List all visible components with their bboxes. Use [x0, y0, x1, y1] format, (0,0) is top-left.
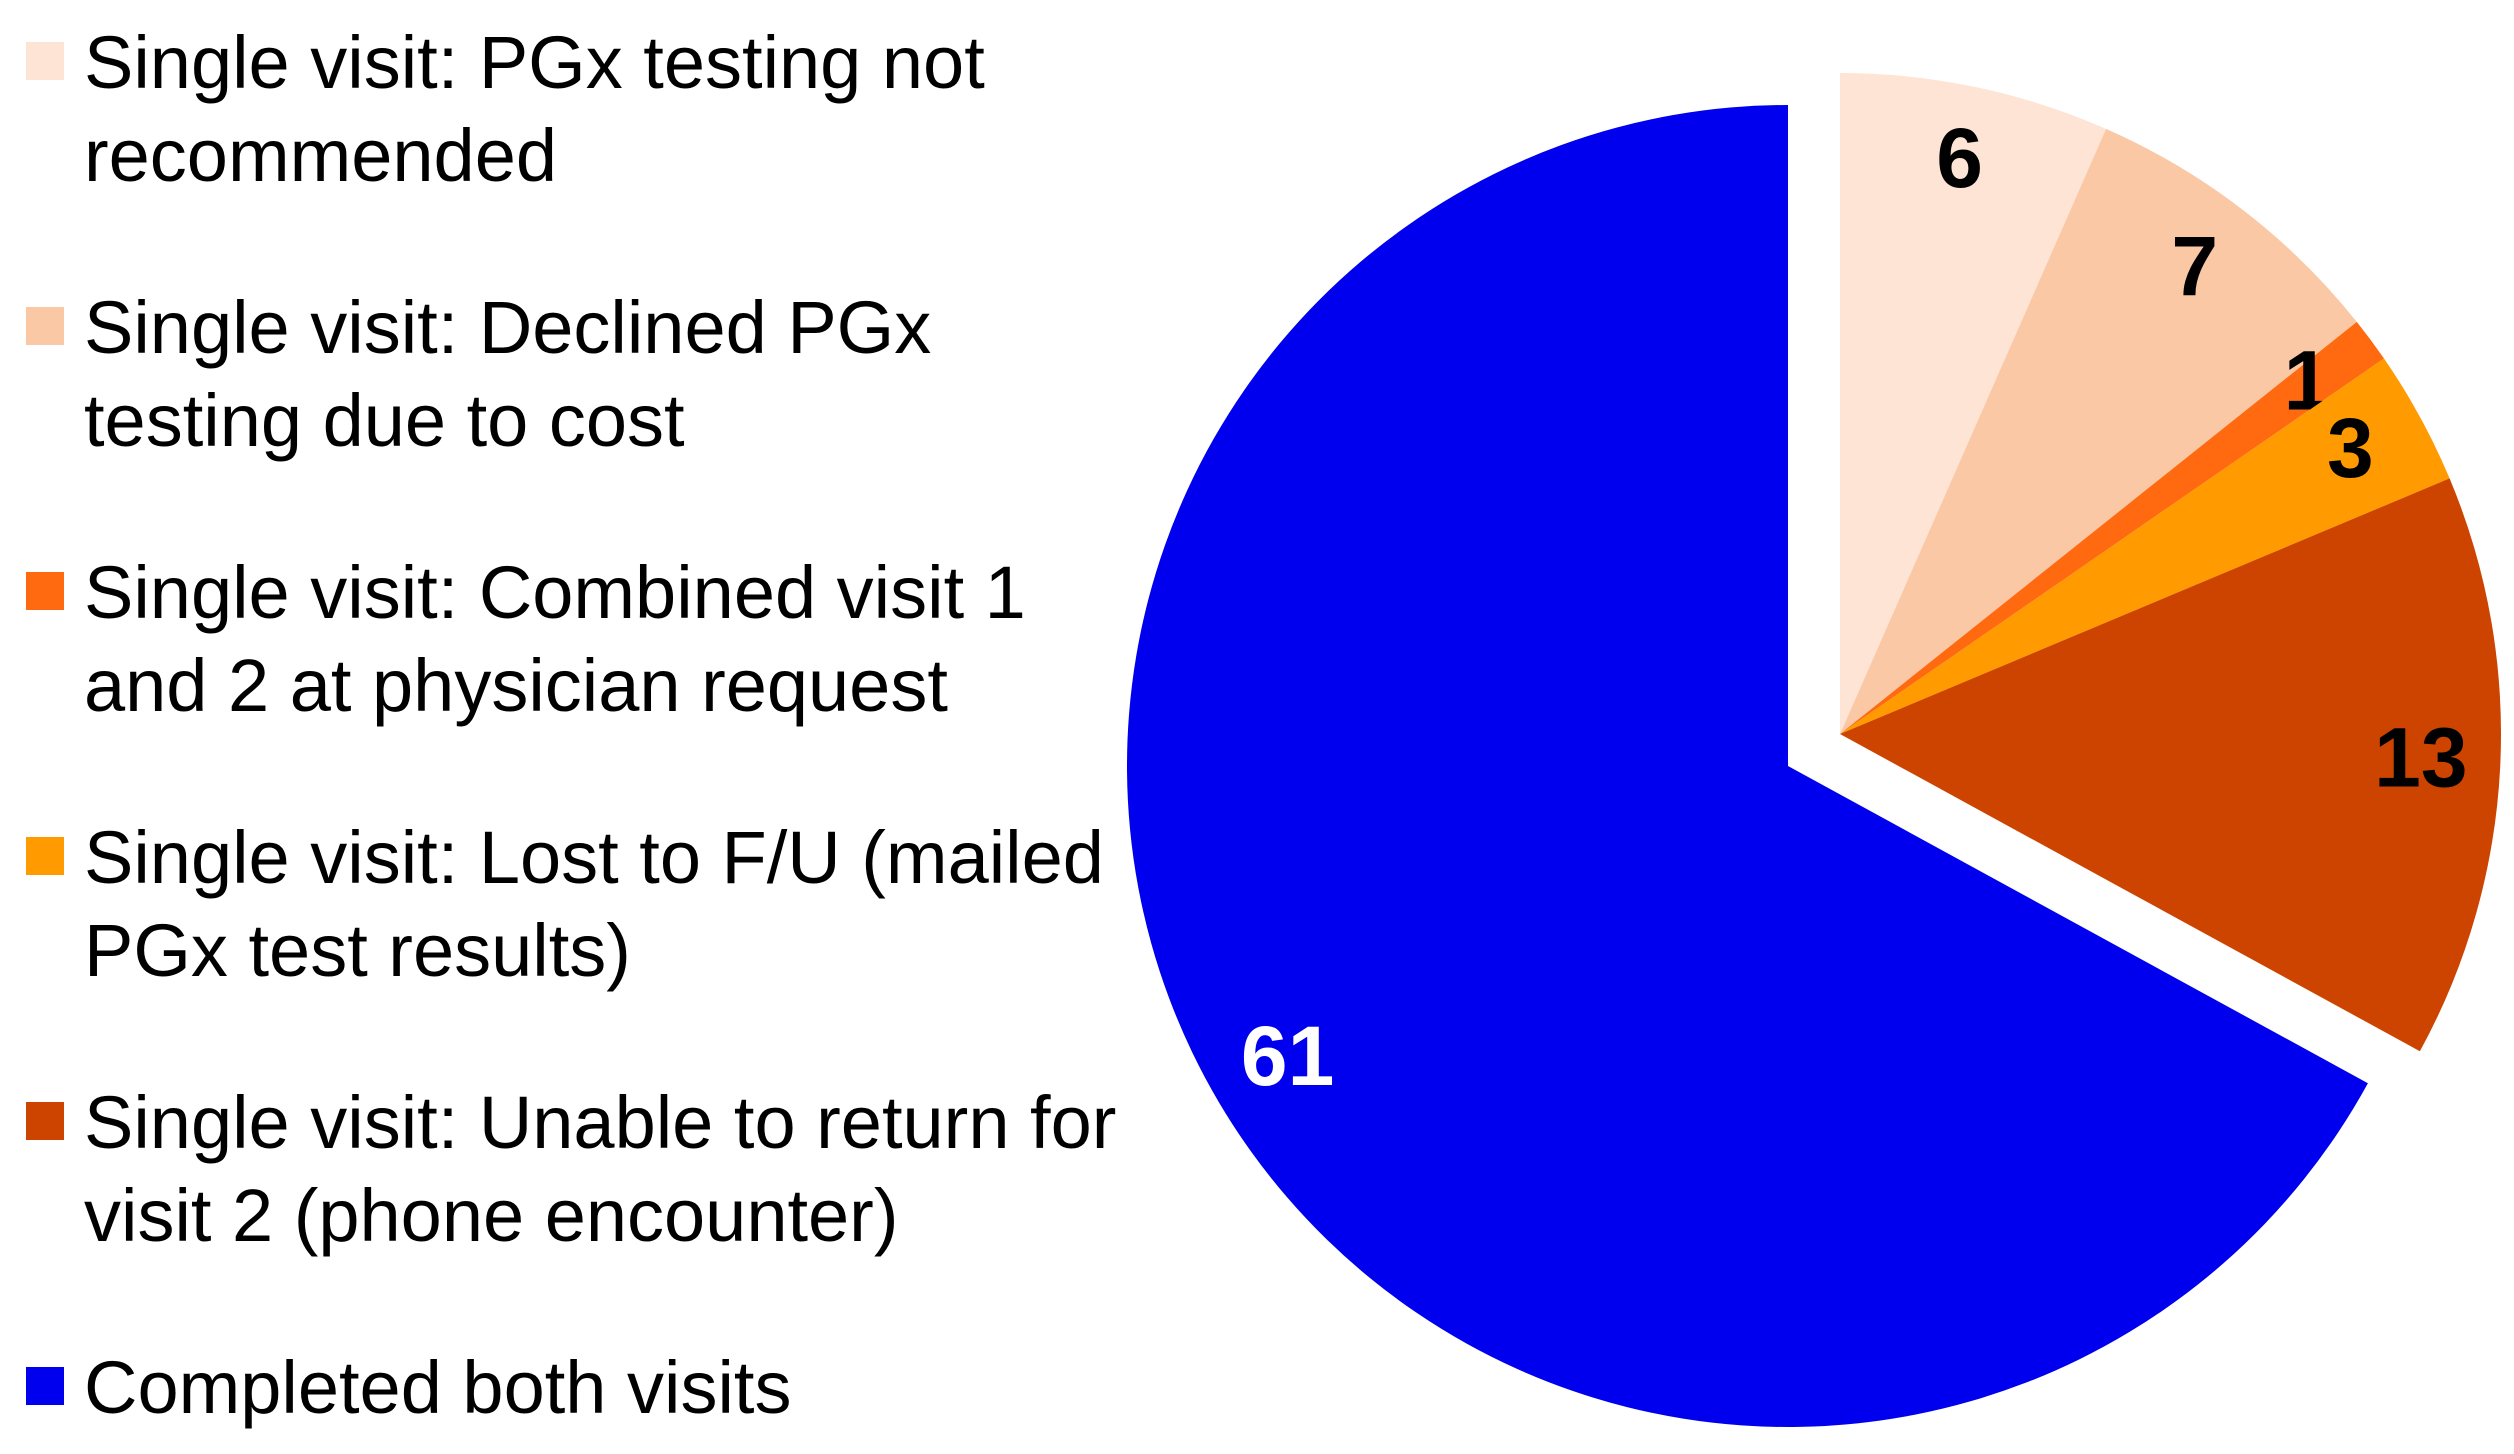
legend-label: Single visit: Lost to F/U (mailed PGx te…	[84, 816, 1104, 992]
legend-swatch	[26, 42, 64, 80]
data-label: 3	[2327, 401, 2374, 495]
pie-slice	[1127, 105, 2368, 1428]
legend-item: Single visit: Combined visit 1 and 2 at …	[26, 546, 1144, 732]
data-label: 6	[1936, 111, 1983, 205]
legend-label: Single visit: Combined visit 1 and 2 at …	[84, 551, 1026, 727]
pie-slice	[1840, 321, 2384, 734]
legend-swatch	[26, 1367, 64, 1405]
legend-label: Completed both visits	[84, 1346, 792, 1429]
legend-label: Single visit: Unable to return for visit…	[84, 1081, 1117, 1257]
legend-label: Single visit: PGx testing not recommende…	[84, 21, 985, 197]
pie-slice	[1840, 478, 2501, 1052]
legend-swatch	[26, 837, 64, 875]
legend-item: Single visit: Declined PGx testing due t…	[26, 281, 1144, 467]
pie-slice	[1840, 128, 2357, 735]
data-label: 7	[2171, 219, 2218, 313]
legend-swatch	[26, 1102, 64, 1140]
legend-swatch	[26, 572, 64, 610]
legend-item: Single visit: PGx testing not recommende…	[26, 16, 1144, 202]
legend-item: Completed both visits	[26, 1341, 1144, 1434]
data-label: 61	[1241, 1009, 1334, 1103]
data-label: 13	[2374, 710, 2467, 804]
legend-swatch	[26, 307, 64, 345]
pie-slice	[1840, 358, 2450, 734]
pie-slice	[1840, 73, 2107, 734]
legend-item: Single visit: Lost to F/U (mailed PGx te…	[26, 811, 1144, 997]
legend-label: Single visit: Declined PGx testing due t…	[84, 286, 932, 462]
legend-item: Single visit: Unable to return for visit…	[26, 1076, 1144, 1262]
